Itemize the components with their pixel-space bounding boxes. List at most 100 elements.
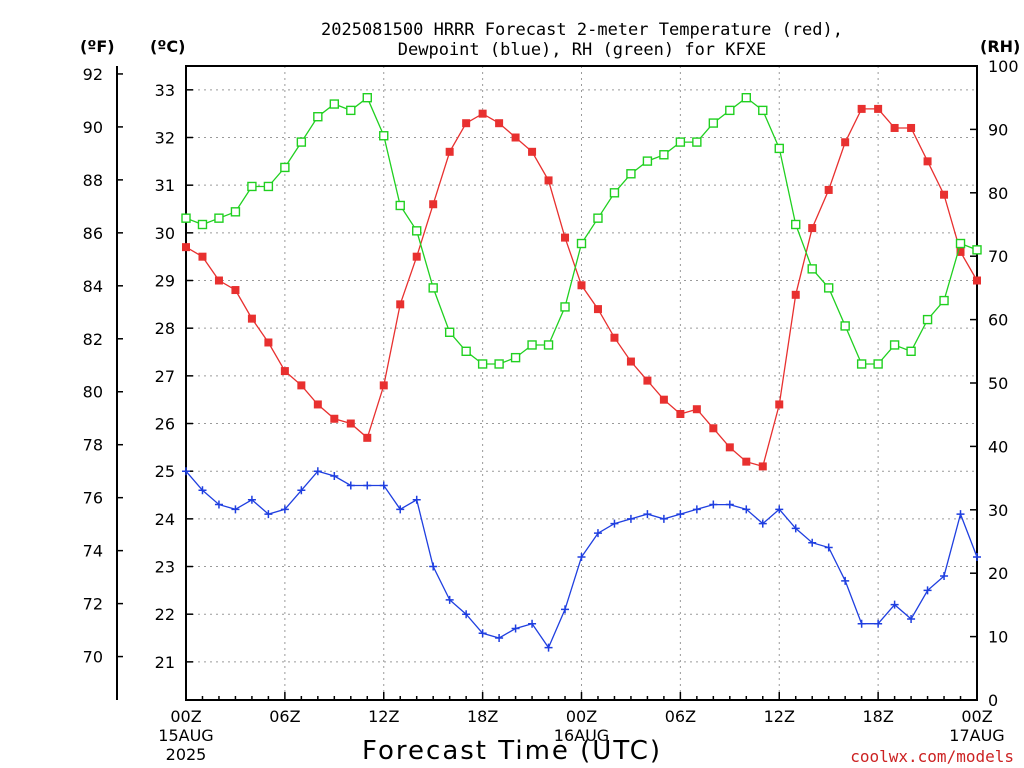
rh-tick-label: 10 xyxy=(988,628,1008,647)
axes: 70 72 74 76 78 80 82 84 86 88 90 92 21 22 23 24 25 26 27 28… xyxy=(83,57,1019,764)
rh-point xyxy=(181,213,191,223)
temperature-point xyxy=(841,138,850,147)
dewpoint-point xyxy=(346,481,355,490)
temperature-point xyxy=(923,157,932,166)
rh-point xyxy=(379,131,389,141)
celsius-tick-label: 30 xyxy=(155,224,175,243)
rh-tick-label: 60 xyxy=(988,311,1008,330)
fahrenheit-tick-label: 84 xyxy=(83,277,103,296)
temperature-point xyxy=(874,104,883,113)
temperature-point xyxy=(725,443,734,452)
dewpoint-point xyxy=(643,510,652,519)
rh-tick-label: 30 xyxy=(988,501,1008,520)
fahrenheit-tick-label: 92 xyxy=(83,65,103,84)
x-tick-label: 00Z xyxy=(170,707,201,726)
temperature-point xyxy=(676,409,685,418)
dewpoint-point xyxy=(396,505,405,514)
dewpoint-point xyxy=(462,610,471,619)
temperature-point xyxy=(626,357,635,366)
rh-point xyxy=(263,181,274,192)
temperature-point xyxy=(346,419,355,428)
x-axis-title: Forecast Time (UTC) xyxy=(362,736,662,766)
dewpoint-point xyxy=(775,505,784,514)
rh-point xyxy=(444,327,455,337)
temperature-point xyxy=(198,252,207,261)
dewpoint-point xyxy=(544,643,553,652)
dewpoint-point xyxy=(330,471,339,480)
x-tick-label: 00Z xyxy=(566,707,597,726)
dewpoint-point xyxy=(742,505,751,514)
temperature-point xyxy=(247,314,256,323)
chart-title-line1: 2025081500 HRRR Forecast 2-meter Tempera… xyxy=(321,20,843,40)
temperature-point xyxy=(742,457,751,466)
dewpoint-point xyxy=(577,552,586,561)
temperature-point xyxy=(956,247,965,256)
rh-point xyxy=(692,137,702,147)
dewpoint-point xyxy=(940,572,949,581)
dewpoint-point xyxy=(511,624,520,633)
rh-point xyxy=(296,137,307,147)
x-tick-date-label: 15AUG xyxy=(158,726,213,745)
temperature-point xyxy=(940,190,949,199)
dewpoint-point xyxy=(264,510,273,519)
temperature-point xyxy=(214,276,223,285)
rh-point xyxy=(428,283,438,293)
dewpoint-point xyxy=(247,495,256,504)
rh-point xyxy=(494,359,504,369)
temperature-point xyxy=(577,281,586,290)
rh-point xyxy=(313,112,323,122)
temperature-point xyxy=(429,200,438,209)
dewpoint-point xyxy=(445,595,454,604)
dewpoint-point xyxy=(808,538,817,547)
credit-label: coolwx.com/models xyxy=(850,747,1014,766)
rh-point xyxy=(774,143,784,154)
x-tick-label: 00Z xyxy=(961,707,992,726)
temperature-point xyxy=(280,367,289,376)
temperature-point xyxy=(593,305,602,314)
dewpoint-point xyxy=(890,600,899,609)
fahrenheit-tick-label: 76 xyxy=(83,489,103,508)
dewpoint-point xyxy=(956,510,965,519)
dewpoint-point xyxy=(659,514,668,523)
dewpoint-point xyxy=(363,481,372,490)
dewpoint-point xyxy=(610,519,619,528)
rh-point xyxy=(823,283,834,293)
temperature-point xyxy=(363,433,372,442)
rh-point xyxy=(412,226,422,236)
rh-point xyxy=(758,105,768,116)
temperature-point xyxy=(643,376,652,385)
rh-unit-label: (RH) xyxy=(980,37,1020,56)
temperature-point xyxy=(709,424,718,433)
dewpoint-point xyxy=(626,514,635,523)
temperature-point xyxy=(313,400,322,409)
rh-point xyxy=(576,238,587,249)
temperature-point xyxy=(511,133,520,142)
temperature-point xyxy=(495,119,504,128)
rh-point xyxy=(626,169,636,179)
fahrenheit-tick-label: 80 xyxy=(83,383,103,402)
celsius-tick-label: 23 xyxy=(155,558,175,577)
celsius-tick-label: 22 xyxy=(155,605,175,624)
dewpoint-point xyxy=(824,543,833,552)
rh-tick-label: 50 xyxy=(988,374,1008,393)
temperature-point xyxy=(182,243,190,252)
rh-point xyxy=(791,219,801,230)
temperature-point xyxy=(692,405,701,414)
dewpoint-point xyxy=(709,500,718,509)
dewpoint-point xyxy=(857,619,866,628)
rh-point xyxy=(230,207,241,217)
rh-tick-label: 100 xyxy=(988,57,1019,76)
dewpoint-point xyxy=(791,524,800,533)
x-tick-year-label: 2025 xyxy=(166,745,207,764)
rh-point xyxy=(362,92,372,103)
temperature-point xyxy=(297,381,306,390)
dewpoint-point xyxy=(182,467,190,476)
temperature-point xyxy=(528,147,537,156)
temperature-point xyxy=(412,252,421,261)
dewpoint-point xyxy=(379,481,388,490)
temperature-point xyxy=(462,119,471,128)
rh-point xyxy=(675,137,686,147)
dewpoint-point xyxy=(198,486,207,495)
rh-point xyxy=(972,245,982,255)
celsius-tick-label: 26 xyxy=(155,415,175,434)
